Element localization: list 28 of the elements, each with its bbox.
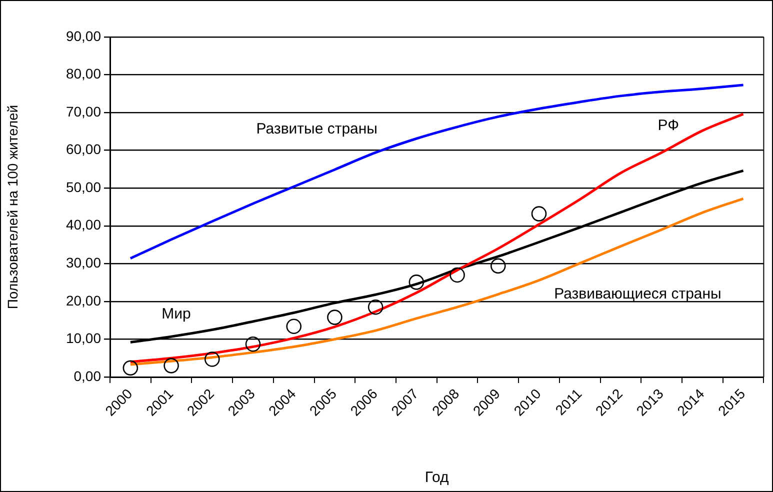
y-tick-label: 90,00 bbox=[66, 28, 102, 44]
x-axis-title: Год bbox=[424, 469, 450, 486]
y-tick-label: 30,00 bbox=[66, 254, 102, 271]
point bbox=[450, 267, 465, 283]
point bbox=[164, 358, 179, 374]
series-label: Развитые страны bbox=[256, 120, 378, 138]
point bbox=[245, 336, 261, 352]
point bbox=[327, 310, 342, 325]
point bbox=[368, 299, 384, 315]
series-label: Развивающиеся страны bbox=[554, 285, 722, 302]
point bbox=[490, 258, 506, 274]
point bbox=[408, 274, 424, 290]
line-series bbox=[129, 84, 745, 260]
y-tick-label: 0,00 bbox=[74, 368, 102, 384]
y-tick-label: 20,00 bbox=[66, 292, 102, 308]
point bbox=[286, 318, 302, 334]
y-tick-label: 50,00 bbox=[66, 178, 102, 195]
series-label: Мир bbox=[162, 306, 191, 323]
y-tick-label: 60,00 bbox=[66, 141, 102, 158]
y-axis-title: Пользователей на 100 жителей bbox=[4, 104, 20, 310]
series-label: РФ bbox=[658, 116, 680, 134]
y-tick-label: 70,00 bbox=[66, 103, 102, 120]
y-tick-label: 40,00 bbox=[66, 216, 102, 233]
y-tick-label: 80,00 bbox=[66, 66, 102, 82]
point bbox=[531, 206, 547, 222]
y-tick-label: 10,00 bbox=[66, 330, 102, 346]
point bbox=[204, 352, 220, 367]
point bbox=[122, 360, 138, 376]
